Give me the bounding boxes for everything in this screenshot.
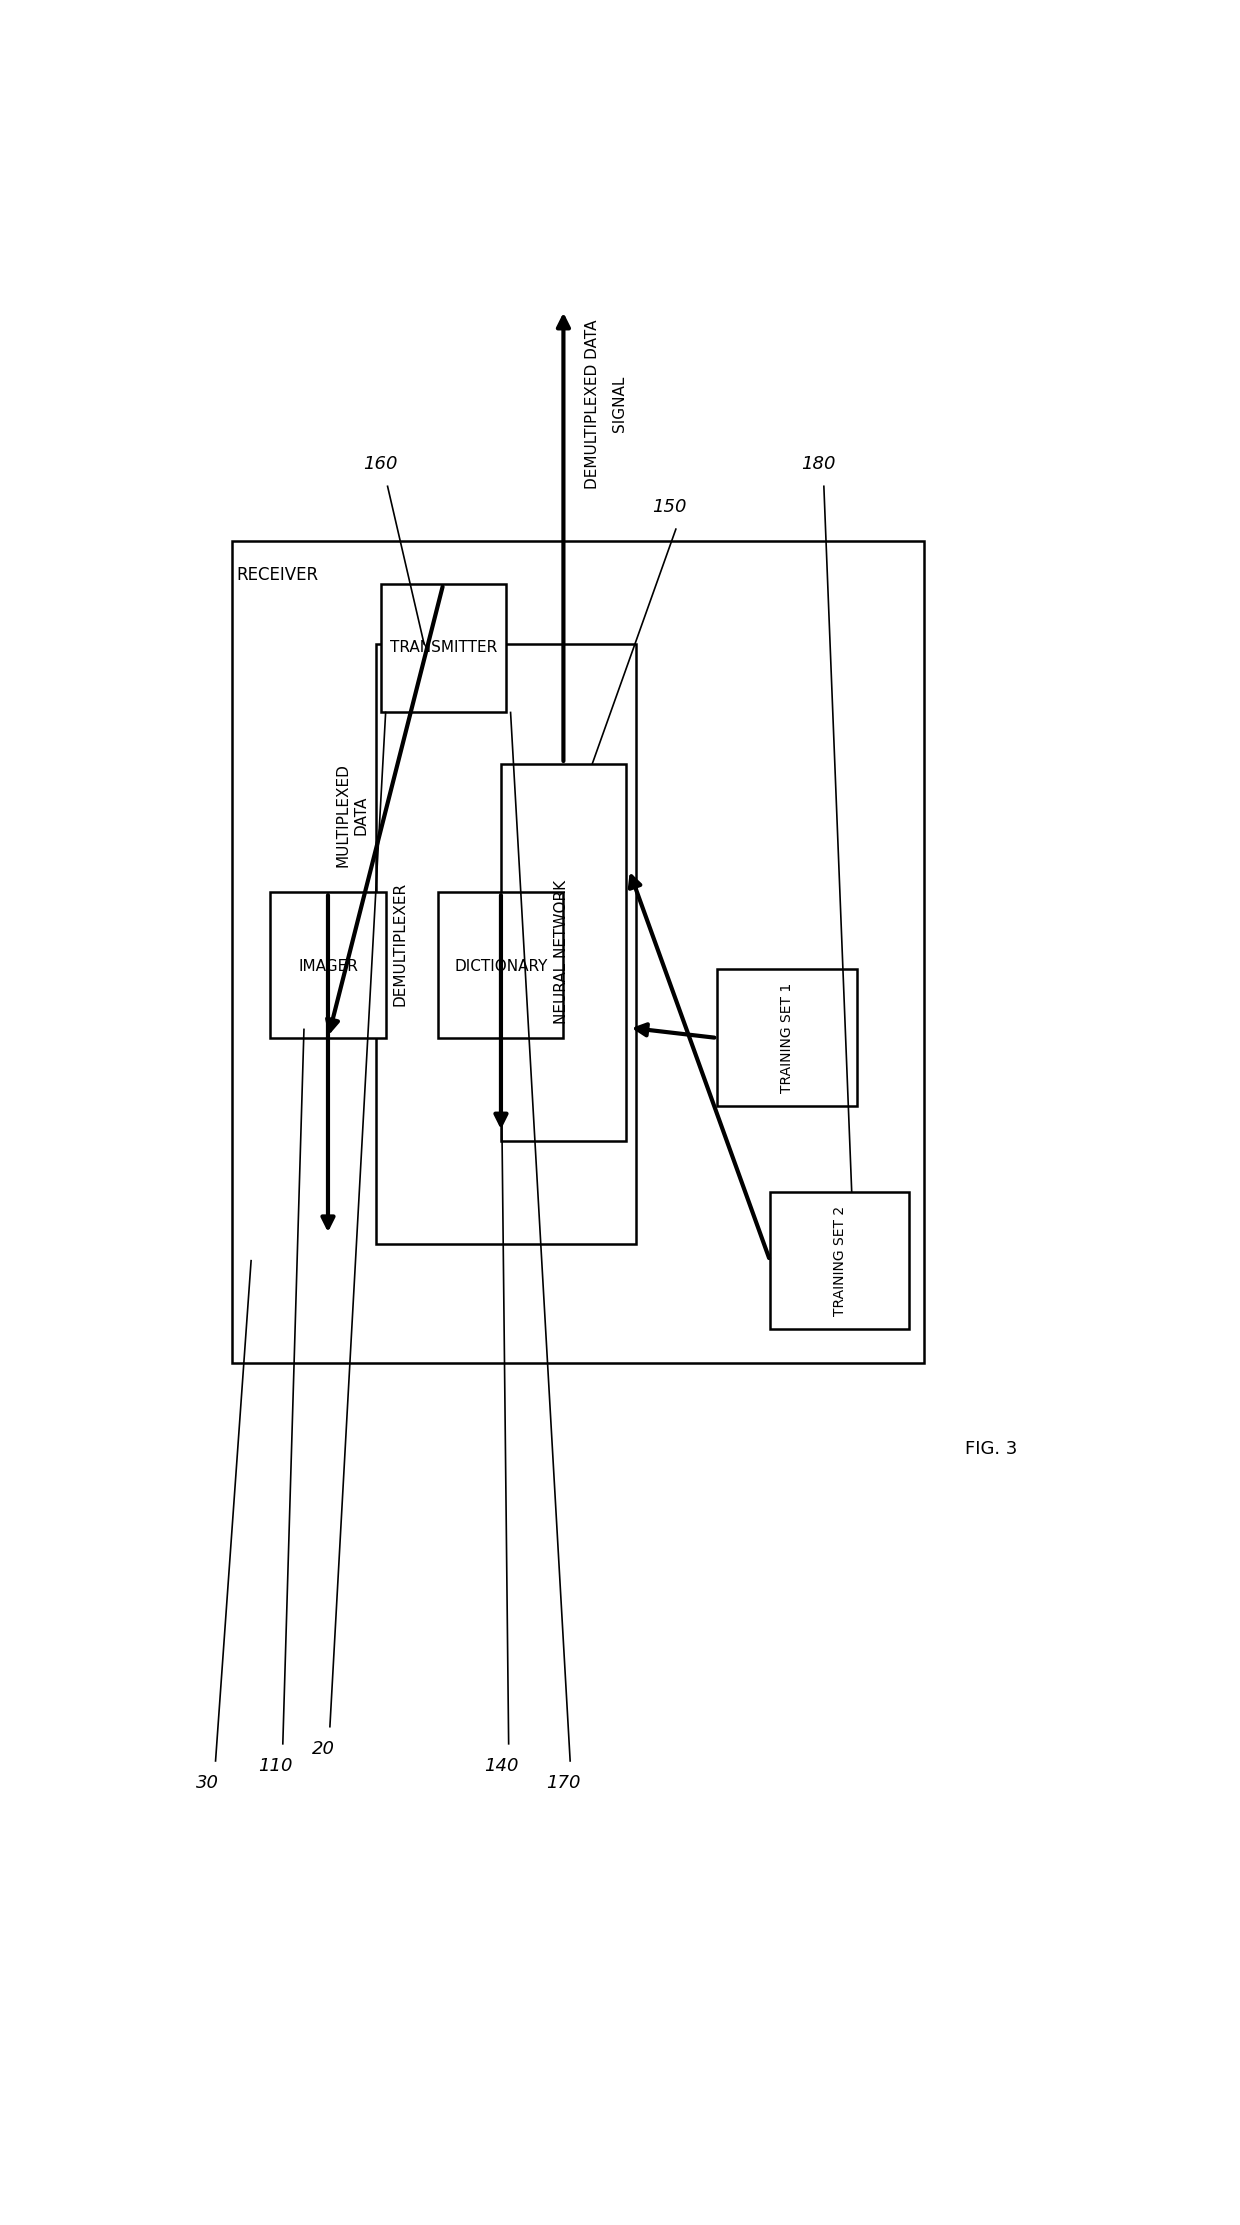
Text: 140: 140	[484, 1758, 518, 1776]
Text: 20: 20	[311, 1740, 335, 1758]
Text: DEMULTIPLEXED DATA: DEMULTIPLEXED DATA	[585, 320, 600, 490]
Text: NEURAL NETWORK: NEURAL NETWORK	[553, 881, 568, 1024]
Text: 110: 110	[258, 1758, 293, 1776]
Text: SIGNAL: SIGNAL	[611, 376, 626, 432]
Text: 170: 170	[546, 1773, 580, 1791]
Bar	[270, 892, 386, 1037]
Text: 180: 180	[801, 456, 836, 474]
Bar	[770, 1193, 909, 1328]
Text: TRANSMITTER: TRANSMITTER	[389, 641, 497, 654]
Text: FIG. 3: FIG. 3	[965, 1440, 1017, 1457]
Text: DICTIONARY: DICTIONARY	[454, 959, 548, 975]
Bar	[232, 541, 924, 1364]
Text: IMAGER: IMAGER	[298, 959, 358, 975]
Text: 160: 160	[363, 456, 398, 474]
Text: MULTIPLEXED
DATA: MULTIPLEXED DATA	[336, 763, 368, 868]
Text: 150: 150	[652, 498, 687, 516]
Bar	[376, 643, 635, 1244]
Bar	[501, 763, 626, 1141]
Bar	[439, 892, 563, 1037]
Text: 30: 30	[196, 1773, 219, 1791]
Text: TRAINING SET 2: TRAINING SET 2	[833, 1206, 847, 1315]
Text: TRAINING SET 1: TRAINING SET 1	[780, 983, 794, 1092]
Bar	[381, 583, 506, 712]
Text: RECEIVER: RECEIVER	[237, 565, 319, 583]
Bar	[717, 970, 857, 1106]
Text: DEMULTIPLEXER: DEMULTIPLEXER	[393, 881, 408, 1006]
